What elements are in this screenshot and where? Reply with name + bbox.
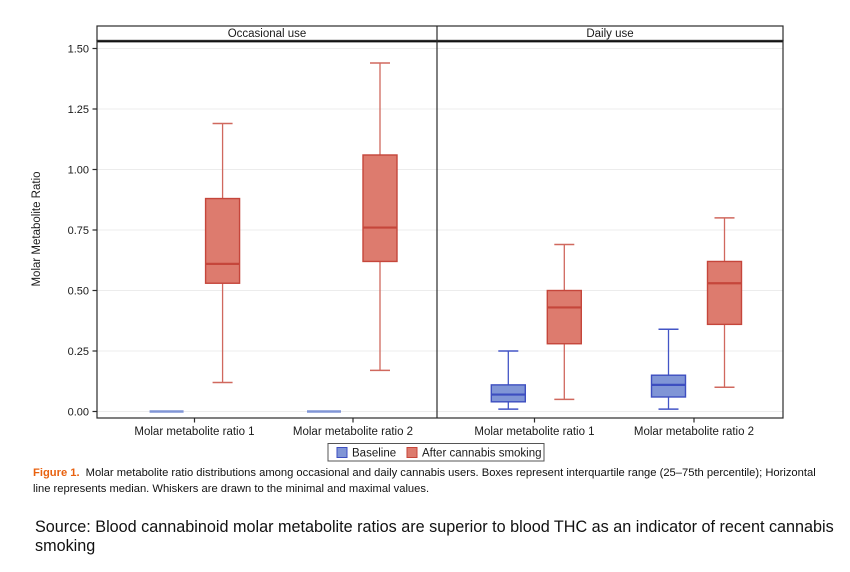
legend-border — [327, 443, 545, 462]
boxplot-figure: Occasional use Daily use 0.00 0.25 0.50 … — [31, 25, 784, 462]
figure-caption: Figure 1. Molar metabolite ratio distribu… — [33, 466, 825, 498]
y-tick-label: 1.25 — [68, 104, 89, 116]
box-iqr — [362, 154, 398, 263]
legend-label-baseline: Baseline — [352, 448, 396, 460]
box-iqr — [706, 260, 743, 326]
legend-swatch-after-icon — [406, 447, 418, 458]
source-line: Source: Blood cannabinoid molar metaboli… — [35, 518, 834, 555]
y-tick-label: 1.00 — [68, 165, 89, 177]
panel-label-daily: Daily use — [586, 28, 633, 40]
legend-label-after: After cannabis smoking — [422, 448, 542, 460]
y-axis-title: Molar Metabolite Ratio — [31, 171, 43, 286]
y-tick-label: 0.00 — [68, 407, 89, 419]
y-tick-label: 0.25 — [68, 346, 89, 358]
x-category-label: Molar metabolite ratio 1 — [474, 426, 594, 438]
figure-caption-label: Figure 1. — [33, 467, 80, 479]
x-category-label: Molar metabolite ratio 2 — [634, 426, 754, 438]
x-category-label: Molar metabolite ratio 2 — [293, 426, 413, 438]
box-iqr — [490, 384, 527, 403]
y-tick-label: 0.75 — [68, 225, 89, 237]
y-tick-label: 1.50 — [68, 44, 89, 56]
legend: Baseline After cannabis smoking — [327, 443, 545, 462]
x-category-label: Molar metabolite ratio 1 — [134, 426, 254, 438]
box-iqr — [204, 197, 241, 284]
panel-label-occasional: Occasional use — [228, 28, 307, 40]
box-iqr — [546, 289, 583, 345]
box-iqr — [650, 374, 687, 398]
boxes-layer — [97, 48, 783, 413]
figure-caption-text: Molar metabolite ratio distributions amo… — [33, 467, 816, 495]
panel-header-strip — [96, 25, 784, 42]
y-tick-label: 0.50 — [68, 286, 89, 298]
plot-border — [96, 39, 784, 419]
legend-swatch-baseline-icon — [336, 447, 348, 458]
